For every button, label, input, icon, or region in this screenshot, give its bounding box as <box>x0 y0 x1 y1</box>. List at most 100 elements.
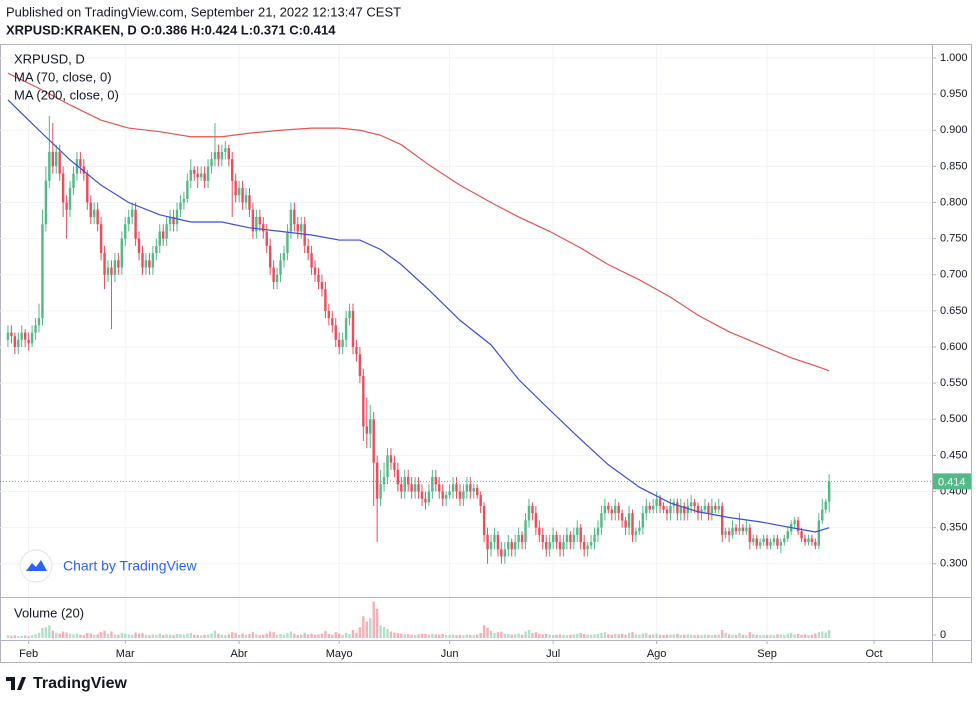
volume-bar <box>162 635 165 638</box>
symbol-line: XRPUSD:KRAKEN, D O:0.386 H:0.424 L:0.371… <box>6 22 336 37</box>
watermark-text[interactable]: Chart by TradingView <box>63 558 197 574</box>
volume-bar <box>410 634 413 638</box>
volume-bar <box>61 631 65 638</box>
plot <box>0 72 932 638</box>
volume-bar <box>10 635 13 638</box>
candle-body <box>313 267 317 275</box>
candle-body <box>417 484 420 492</box>
volume-bar <box>44 627 48 638</box>
candle-body <box>469 484 472 492</box>
volume-bar <box>172 635 175 638</box>
candle-body <box>534 513 538 528</box>
volume-bar <box>779 634 783 638</box>
candle-body <box>596 527 600 535</box>
volume-bar <box>151 634 155 638</box>
volume-bar <box>438 634 441 638</box>
volume-bar <box>603 632 607 638</box>
volume-bar <box>479 632 482 638</box>
candle-body <box>337 339 341 348</box>
candle-body <box>255 216 258 232</box>
volume-bar <box>679 635 683 638</box>
volume-bar <box>375 608 379 638</box>
volume-bar <box>448 634 451 638</box>
volume-bar <box>458 634 462 638</box>
volume-bar <box>731 634 734 638</box>
candle-body <box>389 455 393 463</box>
volume-bar <box>389 631 393 638</box>
candle-body <box>265 231 268 246</box>
candle-body <box>382 477 386 485</box>
candle-body <box>65 202 68 210</box>
volume-bar <box>431 633 434 638</box>
candle-body <box>424 498 427 503</box>
volume-bar <box>444 635 448 638</box>
candle-body <box>513 542 517 550</box>
candle-body <box>717 505 720 510</box>
candle-body <box>320 281 324 290</box>
candle-body <box>700 509 703 514</box>
candle-body <box>748 527 752 543</box>
candle-body <box>396 469 400 485</box>
volume-bar <box>165 634 168 638</box>
candle-body <box>821 509 824 521</box>
volume-bar <box>727 634 731 638</box>
volume-bar <box>582 634 586 638</box>
volume-bar <box>55 632 58 638</box>
volume-bar <box>248 634 251 638</box>
volume-bar <box>20 635 23 638</box>
candle-body <box>51 151 55 167</box>
candle-body <box>344 318 348 340</box>
volume-bar <box>23 635 27 638</box>
volume-bar <box>168 634 172 638</box>
volume-bar <box>783 635 786 638</box>
volume-bar <box>141 632 144 638</box>
candle-body <box>279 260 282 275</box>
chart-frame <box>0 44 972 663</box>
legend-ma: MA (70, close, 0) <box>14 69 112 84</box>
volume-bar <box>500 631 503 638</box>
volume-bar <box>324 630 327 638</box>
volume-bar <box>513 634 517 638</box>
volume-bar <box>586 634 589 638</box>
volume-bar <box>110 631 113 638</box>
volume-bar <box>493 632 496 638</box>
candle-body <box>758 542 762 546</box>
volume-bar <box>213 630 217 638</box>
volume-bar <box>510 634 513 638</box>
volume-bar <box>786 633 789 638</box>
candle-body <box>379 484 382 499</box>
candle-body <box>817 520 821 546</box>
candle-body <box>213 151 217 160</box>
candle-body <box>275 274 279 282</box>
candle-body <box>393 462 396 470</box>
volume-bar <box>827 630 831 638</box>
candle-body <box>158 231 161 246</box>
candle-body <box>731 527 734 535</box>
candle-body <box>103 253 106 275</box>
candle-body <box>237 188 241 196</box>
volume-bar <box>313 634 317 638</box>
candle-body <box>620 513 624 521</box>
candle-body <box>227 148 230 160</box>
candle-body <box>696 505 700 514</box>
candle-body <box>738 527 741 532</box>
candle-body <box>479 495 482 506</box>
volume-bar <box>113 634 117 638</box>
candle-body <box>458 491 462 499</box>
footer-brand[interactable]: TradingView <box>33 675 128 692</box>
volume-bar <box>620 633 624 638</box>
candle-body <box>683 505 686 514</box>
volume-bar <box>206 634 210 638</box>
volume-bar <box>551 635 555 638</box>
volume-bar <box>6 635 10 638</box>
candle-body <box>6 332 10 340</box>
candle-body <box>358 354 362 376</box>
x-tick-label: Mayo <box>326 648 353 660</box>
candle-body <box>92 209 96 217</box>
volume-bar <box>696 634 700 638</box>
legend-ma: MA (200, close, 0) <box>14 87 119 102</box>
candle-body <box>641 513 645 528</box>
candle-body <box>413 484 417 492</box>
volume-bar <box>796 634 800 638</box>
volume-bar <box>755 634 758 638</box>
